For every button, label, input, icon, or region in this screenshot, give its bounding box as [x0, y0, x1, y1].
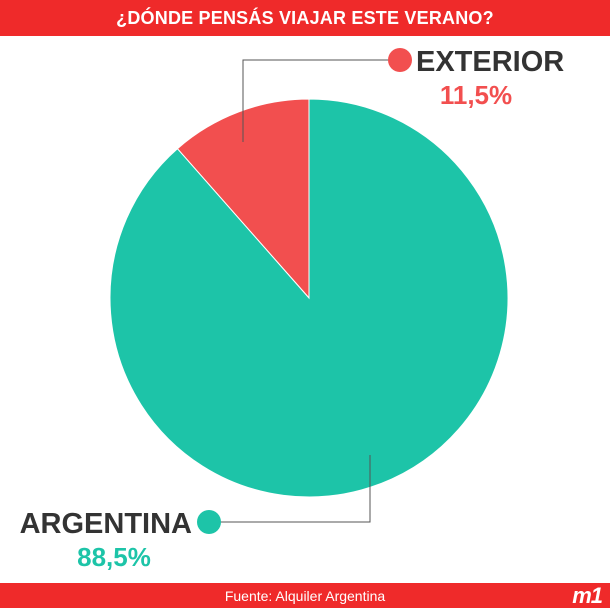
leader-lines [205, 59, 392, 523]
slice-value-argentina: 88,5% [77, 542, 151, 572]
legend-dot-argentina [197, 510, 221, 534]
pie-slices [109, 98, 509, 498]
legend-dot-exterior [388, 48, 412, 72]
chart-title: ¿DÓNDE PENSÁS VIAJAR ESTE VERANO? [0, 0, 610, 36]
slice-label-argentina: ARGENTINA [20, 508, 192, 540]
footer-bar: Fuente: Alquiler Argentina m1 [0, 583, 610, 608]
pie-slice-exterior [176, 98, 310, 300]
slice-value-exterior: 11,5% [440, 80, 512, 110]
source-note: Fuente: Alquiler Argentina [224, 587, 386, 604]
leader-line-argentina [205, 455, 371, 523]
brand-logo: m1 [572, 583, 603, 608]
pie-slice-argentina [109, 98, 509, 498]
slice-label-exterior: EXTERIOR [416, 46, 564, 78]
leader-line-exterior [242, 59, 392, 142]
